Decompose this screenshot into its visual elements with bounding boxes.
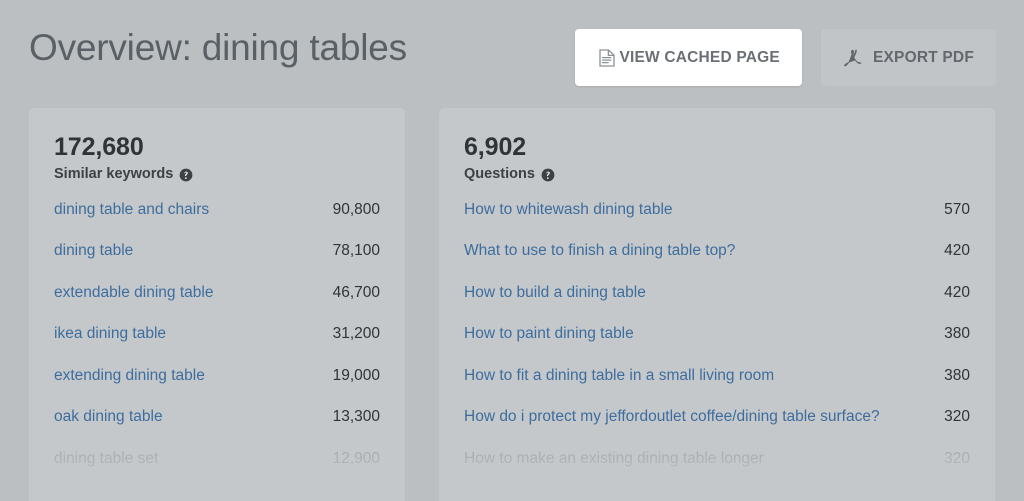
question-volume: 380 <box>944 366 970 384</box>
view-cached-page-label: VIEW CACHED PAGE <box>619 48 780 66</box>
question-volume: 320 <box>944 408 970 426</box>
list-item[interactable]: How to build a dining table 420 <box>464 284 970 326</box>
list-item[interactable]: oak dining table 13,300 <box>54 408 380 450</box>
keyword-link[interactable]: ikea dining table <box>54 325 167 343</box>
keyword-volume: 46,700 <box>332 283 380 301</box>
view-cached-page-button[interactable]: VIEW CACHED PAGE <box>575 29 802 86</box>
similar-keywords-metric: 172,680 <box>54 133 144 161</box>
keyword-volume: 31,200 <box>332 325 380 343</box>
list-item[interactable]: extendable dining table 46,700 <box>54 284 380 326</box>
question-link[interactable]: How to paint dining table <box>464 325 634 343</box>
questions-list: How to whitewash dining table 570 What t… <box>464 201 970 492</box>
help-circle-icon[interactable] <box>541 168 555 182</box>
keyword-link[interactable]: dining table set <box>54 449 159 467</box>
header-actions: VIEW CACHED PAGE EXPORT PDF <box>575 29 996 86</box>
question-volume: 420 <box>944 242 970 260</box>
question-volume: 420 <box>944 283 970 301</box>
question-link[interactable]: What to use to finish a dining table top… <box>464 242 736 260</box>
keyword-volume: 12,900 <box>332 449 380 467</box>
similar-keywords-subtitle-label: Similar keywords <box>54 166 174 183</box>
list-item[interactable]: dining table 78,100 <box>54 242 380 284</box>
question-volume: 380 <box>944 325 970 343</box>
keyword-volume: 19,000 <box>332 366 380 384</box>
similar-keywords-list: dining table and chairs 90,800 dining ta… <box>54 201 380 492</box>
question-link[interactable]: How to make an existing dining table lon… <box>464 449 764 467</box>
keyword-volume: 78,100 <box>332 242 380 260</box>
list-item[interactable]: How to fit a dining table in a small liv… <box>464 367 970 409</box>
question-link[interactable]: How to build a dining table <box>464 283 646 301</box>
keyword-link[interactable]: oak dining table <box>54 408 163 426</box>
keyword-volume: 13,300 <box>332 408 380 426</box>
pdf-icon <box>843 47 865 68</box>
list-item[interactable]: dining table and chairs 90,800 <box>54 201 380 243</box>
questions-metric: 6,902 <box>464 133 527 161</box>
keyword-volume: 90,800 <box>332 200 380 218</box>
list-item[interactable]: dining table set 12,900 <box>54 450 380 492</box>
cards-container: 172,680 Similar keywords dining table an… <box>0 108 1024 501</box>
keyword-link[interactable]: dining table <box>54 242 134 260</box>
question-link[interactable]: How to fit a dining table in a small liv… <box>464 366 775 384</box>
keyword-link[interactable]: extending dining table <box>54 366 205 384</box>
list-item[interactable]: How to paint dining table 380 <box>464 325 970 367</box>
export-pdf-button[interactable]: EXPORT PDF <box>820 29 996 86</box>
help-circle-icon[interactable] <box>179 168 193 182</box>
keyword-link[interactable]: extendable dining table <box>54 283 214 301</box>
questions-subtitle-label: Questions <box>464 166 535 183</box>
questions-card: 6,902 Questions How to whitewash dining … <box>439 108 995 501</box>
similar-keywords-subtitle: Similar keywords <box>54 167 380 182</box>
question-link[interactable]: How do i protect my jeffordoutlet coffee… <box>464 408 880 426</box>
similar-keywords-card: 172,680 Similar keywords dining table an… <box>29 108 405 501</box>
question-volume: 320 <box>944 449 970 467</box>
page-title: Overview: dining tables <box>29 27 407 68</box>
document-icon <box>597 47 616 68</box>
list-item[interactable]: How to make an existing dining table lon… <box>464 450 970 492</box>
list-item[interactable]: What to use to finish a dining table top… <box>464 242 970 284</box>
keyword-link[interactable]: dining table and chairs <box>54 200 210 218</box>
export-pdf-label: EXPORT PDF <box>872 48 974 66</box>
question-volume: 570 <box>944 200 970 218</box>
page-header: Overview: dining tables VIEW CACHED PAGE <box>0 0 1024 108</box>
list-item[interactable]: extending dining table 19,000 <box>54 367 380 409</box>
list-item[interactable]: ikea dining table 31,200 <box>54 325 380 367</box>
questions-subtitle: Questions <box>464 167 970 182</box>
list-item[interactable]: How to whitewash dining table 570 <box>464 201 970 243</box>
question-link[interactable]: How to whitewash dining table <box>464 200 673 218</box>
list-item[interactable]: How do i protect my jeffordoutlet coffee… <box>464 408 970 450</box>
